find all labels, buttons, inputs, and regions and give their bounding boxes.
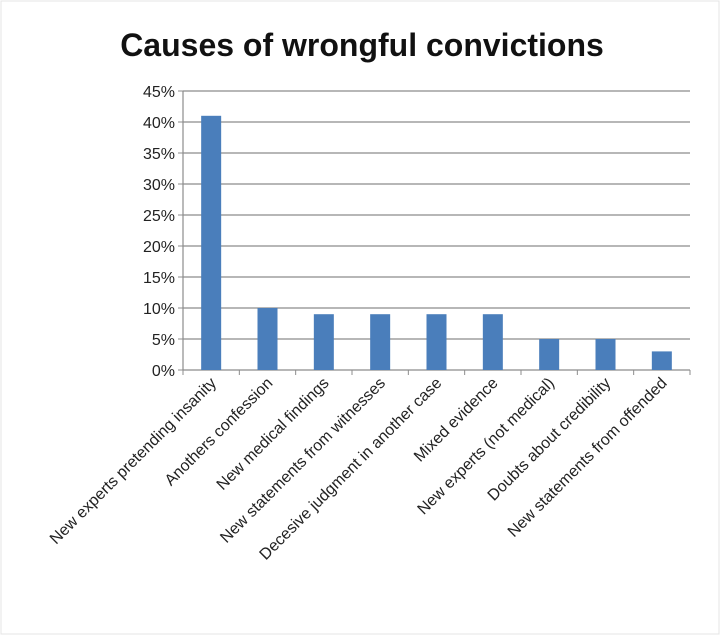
bar	[482, 314, 503, 370]
bar	[651, 351, 672, 370]
bar	[426, 314, 447, 370]
bar	[370, 314, 391, 370]
bar	[539, 339, 560, 370]
y-tick-label: 45%	[143, 84, 175, 101]
chart-title: Causes of wrongful convictions	[120, 27, 604, 63]
bar	[257, 308, 278, 370]
y-tick-label: 5%	[152, 332, 175, 349]
bar	[595, 339, 616, 370]
y-tick-label: 20%	[143, 239, 175, 256]
y-tick-label: 15%	[143, 270, 175, 287]
y-tick-label: 35%	[143, 146, 175, 163]
y-tick-label: 0%	[152, 363, 175, 380]
y-tick-label: 40%	[143, 115, 175, 132]
y-tick-label: 25%	[143, 208, 175, 225]
y-tick-label: 30%	[143, 177, 175, 194]
y-tick-label: 10%	[143, 301, 175, 318]
bar	[201, 115, 222, 370]
bar	[313, 314, 334, 370]
